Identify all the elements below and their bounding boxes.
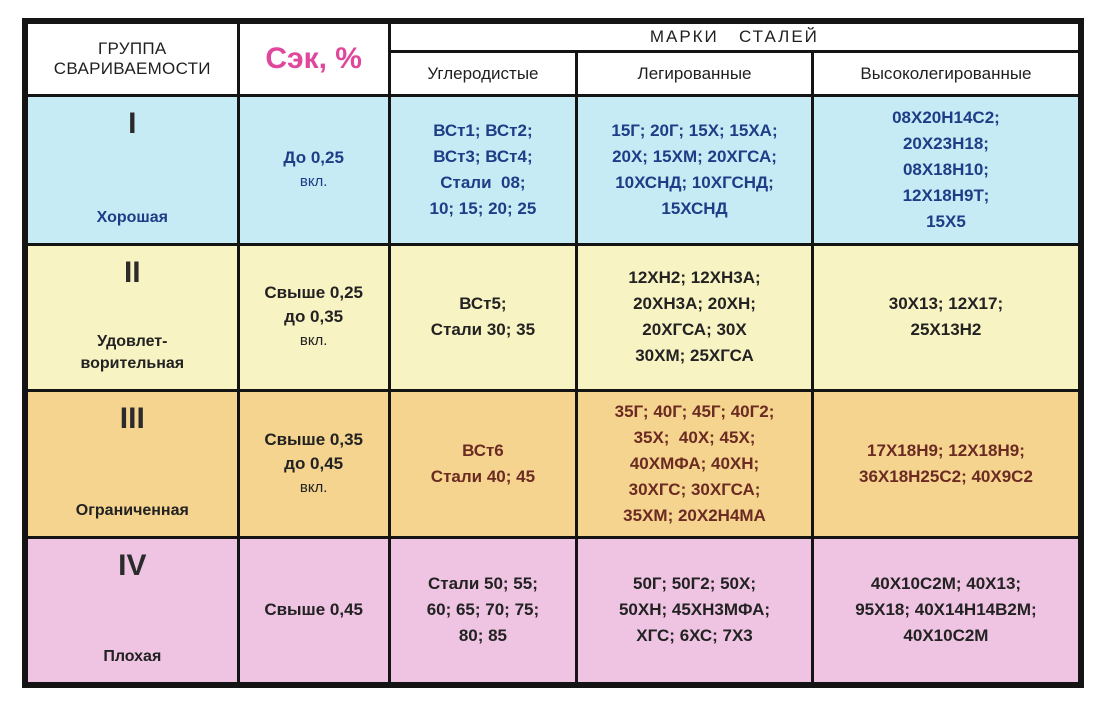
group-number: III (119, 402, 145, 436)
carbon-cell: ВСт6 Стали 40; 45 (390, 392, 576, 536)
header-sek: Сэк, % (239, 24, 388, 95)
header-steel-grades: МАРКИ СТАЛЕЙ (390, 24, 1078, 51)
table-row: IV Плохая Свыше 0,45 Стали 50; 55; 60; 6… (28, 538, 1078, 682)
header-highalloy: Высоколегированные (813, 53, 1078, 95)
alloyed-cell: 12ХН2; 12ХН3А; 20ХН3А; 20ХН; 20ХГСА; 30Х… (578, 245, 811, 390)
alloyed-cell: 50Г; 50Г2; 50Х; 50ХН; 45ХН3МФА; ХГС; 6ХС… (578, 538, 811, 682)
carbon-cell: ВСт1; ВСт2; ВСт3; ВСт4; Стали 08; 10; 15… (390, 97, 576, 243)
highalloy-cell: 30Х13; 12Х17; 25Х13Н2 (813, 245, 1078, 390)
header-row-top: ГРУППА СВАРИВАЕМОСТИ Сэк, % МАРКИ СТАЛЕЙ (28, 24, 1078, 95)
group-cell: IV Плохая (28, 538, 237, 682)
group-cell: III Ограниченная (28, 392, 237, 536)
highalloy-cell: 17Х18Н9; 12Х18Н9; 36Х18Н25С2; 40Х9С2 (813, 392, 1078, 536)
carbon-cell: Стали 50; 55; 60; 65; 70; 75; 80; 85 (390, 538, 576, 682)
sek-cell: Свыше 0,35 до 0,45 вкл. (239, 392, 388, 536)
group-name: Плохая (103, 648, 162, 665)
group-number: IV (118, 548, 147, 582)
group-name: Ограниченная (75, 501, 189, 519)
group-cell: I Хорошая (28, 97, 237, 243)
table-row: III Ограниченная Свыше 0,35 до 0,45 вкл.… (28, 392, 1078, 536)
header-carbon: Углеродистые (390, 53, 576, 95)
alloyed-cell: 15Г; 20Г; 15Х; 15ХА; 20Х; 15ХМ; 20ХГСА; … (578, 97, 811, 243)
group-cell: II Удовлет- ворительная (28, 245, 237, 390)
sek-cell: Свыше 0,45 (239, 538, 388, 682)
group-name: Хорошая (96, 208, 168, 226)
table-row: II Удовлет- ворительная Свыше 0,25 до 0,… (28, 245, 1078, 390)
group-name: Удовлет- ворительная (80, 333, 185, 373)
highalloy-cell: 40Х10С2М; 40Х13; 95Х18; 40Х14Н14В2М; 40Х… (813, 538, 1078, 682)
header-alloyed: Легированные (578, 53, 811, 95)
sek-cell: Свыше 0,25 до 0,35 вкл. (239, 245, 388, 390)
sek-cell: До 0,25 вкл. (239, 97, 388, 243)
weldability-table-frame: ГРУППА СВАРИВАЕМОСТИ Сэк, % МАРКИ СТАЛЕЙ… (22, 18, 1084, 688)
header-group: ГРУППА СВАРИВАЕМОСТИ (28, 24, 237, 95)
group-number: II (123, 255, 141, 289)
highalloy-cell: 08Х20Н14С2; 20Х23Н18; 08Х18Н10; 12Х18Н9Т… (813, 97, 1078, 243)
weldability-table: ГРУППА СВАРИВАЕМОСТИ Сэк, % МАРКИ СТАЛЕЙ… (25, 21, 1081, 685)
header-row-sub: Углеродистые Легированные Высоколегирова… (28, 53, 1078, 95)
carbon-cell: ВСт5; Стали 30; 35 (390, 245, 576, 390)
alloyed-cell: 35Г; 40Г; 45Г; 40Г2; 35Х; 40Х; 45Х; 40ХМ… (578, 392, 811, 536)
group-number: I (128, 107, 137, 141)
table-row: I Хорошая До 0,25 вкл. ВСт1; ВСт2; ВСт3;… (28, 97, 1078, 243)
